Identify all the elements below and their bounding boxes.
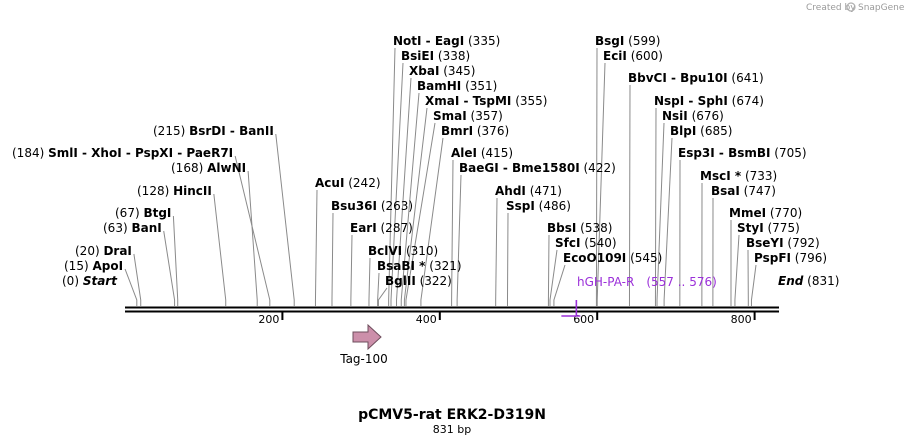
feature-label: Tag-100 (339, 352, 388, 366)
site-labels: (0) Start(15) ApoI(20) DraI (63) BanI(67)… (12, 34, 839, 288)
primer-label[interactable]: hGH-PA-R (557 .. 576) (577, 275, 717, 289)
leader-line (495, 197, 498, 306)
leader-line (377, 287, 388, 306)
leader-line (331, 212, 334, 306)
site-label-msci[interactable]: MscI * (733) (700, 169, 777, 183)
leader-lines (124, 47, 757, 306)
site-label-drai[interactable]: (20) DraI (75, 244, 132, 258)
site-label-apoi[interactable]: (15) ApoI (64, 259, 123, 273)
leader-line (596, 62, 606, 306)
leader-line (275, 133, 295, 306)
feature-tag-100[interactable]: Tag-100 (339, 323, 388, 366)
ruler-tick-label: 800 (731, 313, 752, 326)
leader-line (314, 189, 318, 306)
site-label-bglii[interactable]: BglII (322) (385, 274, 452, 288)
site-label-bsai[interactable]: BsaI (747) (711, 184, 776, 198)
leader-line (451, 159, 454, 306)
leader-line (377, 272, 380, 306)
snapgene-logo-icon (846, 2, 856, 12)
site-label-eari[interactable]: EarI (287) (350, 221, 413, 235)
site-label-smli-xhoi-pspxi-paer7i[interactable]: (184) SmlI - XhoI - PspXI - PaeR7I (12, 146, 233, 160)
site-label-bsgi[interactable]: BsgI (599) (595, 34, 660, 48)
site-label-blpi[interactable]: BlpI (685) (670, 124, 732, 138)
leader-line (595, 47, 598, 306)
ruler-tick-label: 200 (258, 313, 279, 326)
leader-line (553, 264, 566, 306)
site-label-nsii[interactable]: NsiI (676) (662, 109, 724, 123)
site-label-bani[interactable]: (63) BanI (103, 221, 162, 235)
primer-marker (561, 300, 581, 317)
site-label-bamhi[interactable]: BamHI (351) (417, 79, 497, 93)
site-label-bmri[interactable]: BmrI (376) (441, 124, 509, 138)
leader-line (750, 264, 757, 306)
ruler: 200 400 600 800 (258, 312, 756, 326)
leader-line (405, 122, 436, 306)
leader-line (506, 212, 509, 306)
site-label-xmai-tspmi[interactable]: XmaI - TspMI (355) (425, 94, 547, 108)
site-label-ecii[interactable]: EciI (600) (603, 49, 663, 63)
site-label-acui[interactable]: AcuI (242) (315, 176, 381, 190)
leader-line (350, 234, 353, 306)
site-label-bsabi[interactable]: BsaBI * (321) (377, 259, 462, 273)
site-label-sspi[interactable]: SspI (486) (506, 199, 571, 213)
dna-backbone (125, 306, 779, 313)
site-label-xbai[interactable]: XbaI (345) (409, 64, 476, 78)
leader-line (172, 215, 179, 306)
leader-line (663, 137, 673, 306)
site-label-hincii[interactable]: (128) HincII (137, 184, 212, 198)
leader-line (654, 107, 657, 306)
site-label-sfci[interactable]: SfcI (540) (555, 236, 617, 250)
leader-line (213, 193, 227, 306)
leader-line (400, 92, 420, 306)
credit-prefix: Created by (806, 3, 856, 13)
site-label-bbvci-bpu10i[interactable]: BbvCI - Bpu10I (641) (628, 71, 764, 85)
leader-line (403, 107, 428, 306)
leader-line (390, 62, 404, 306)
primer-hgh-pa-r[interactable]: hGH-PA-R (557 .. 576) (561, 275, 717, 317)
site-label-ecoo109i[interactable]: EcoO109I (545) (563, 251, 662, 265)
leader-line (368, 257, 371, 306)
site-label-baegi-bme1580i[interactable]: BaeGI - Bme1580I (422) (459, 161, 616, 175)
credit-brand: SnapGene (858, 3, 904, 13)
site-label-smai[interactable]: SmaI (357) (433, 109, 503, 123)
site-label-bsiei[interactable]: BsiEI (338) (401, 49, 470, 63)
leader-line (163, 230, 176, 306)
site-label-mmei[interactable]: MmeI (770) (729, 206, 802, 220)
site-label-alei[interactable]: AleI (415) (451, 146, 513, 160)
leader-line (547, 234, 550, 306)
site-label-bsu36i[interactable]: Bsu36I (263) (331, 199, 413, 213)
leader-line (133, 253, 142, 306)
feature-arrow-icon[interactable] (352, 323, 382, 351)
leader-line (628, 84, 631, 306)
leader-line (549, 249, 558, 306)
site-label-bclvi[interactable]: BclVI (310) (368, 244, 438, 258)
leader-line (247, 170, 258, 306)
site-label-pspfi[interactable]: PspFI (796) (754, 251, 827, 265)
leader-line (456, 174, 462, 306)
leader-line (234, 155, 271, 306)
leader-line (396, 77, 412, 306)
site-label-bsrdi-banii[interactable]: (215) BsrDI - BanII (153, 124, 274, 138)
leader-line (734, 234, 740, 306)
site-label-end[interactable]: End (831) (778, 274, 839, 288)
site-label-esp3i-bsmbi[interactable]: Esp3I - BsmBI (705) (678, 146, 807, 160)
leader-line (420, 137, 444, 306)
site-label-styi[interactable]: StyI (775) (737, 221, 800, 235)
site-label-start[interactable]: (0) Start (62, 274, 118, 288)
site-label-btgi[interactable]: (67) BtgI (115, 206, 171, 220)
map-title: pCMV5-rat ERK2-D319N (358, 407, 546, 423)
site-label-noti-eagi[interactable]: NotI - EagI (335) (393, 34, 500, 48)
leader-line (656, 122, 665, 306)
sequence-length: 831 bp (433, 423, 471, 436)
leader-line (124, 268, 138, 306)
site-label-alwni[interactable]: (168) AlwNI (171, 161, 246, 175)
site-label-bbsi[interactable]: BbsI (538) (547, 221, 612, 235)
site-label-ahdi[interactable]: AhdI (471) (495, 184, 562, 198)
site-label-nspi-sphi[interactable]: NspI - SphI (674) (654, 94, 764, 108)
leader-line (388, 47, 396, 306)
site-label-bseyi[interactable]: BseYI (792) (746, 236, 820, 250)
ruler-tick-label: 400 (416, 313, 437, 326)
